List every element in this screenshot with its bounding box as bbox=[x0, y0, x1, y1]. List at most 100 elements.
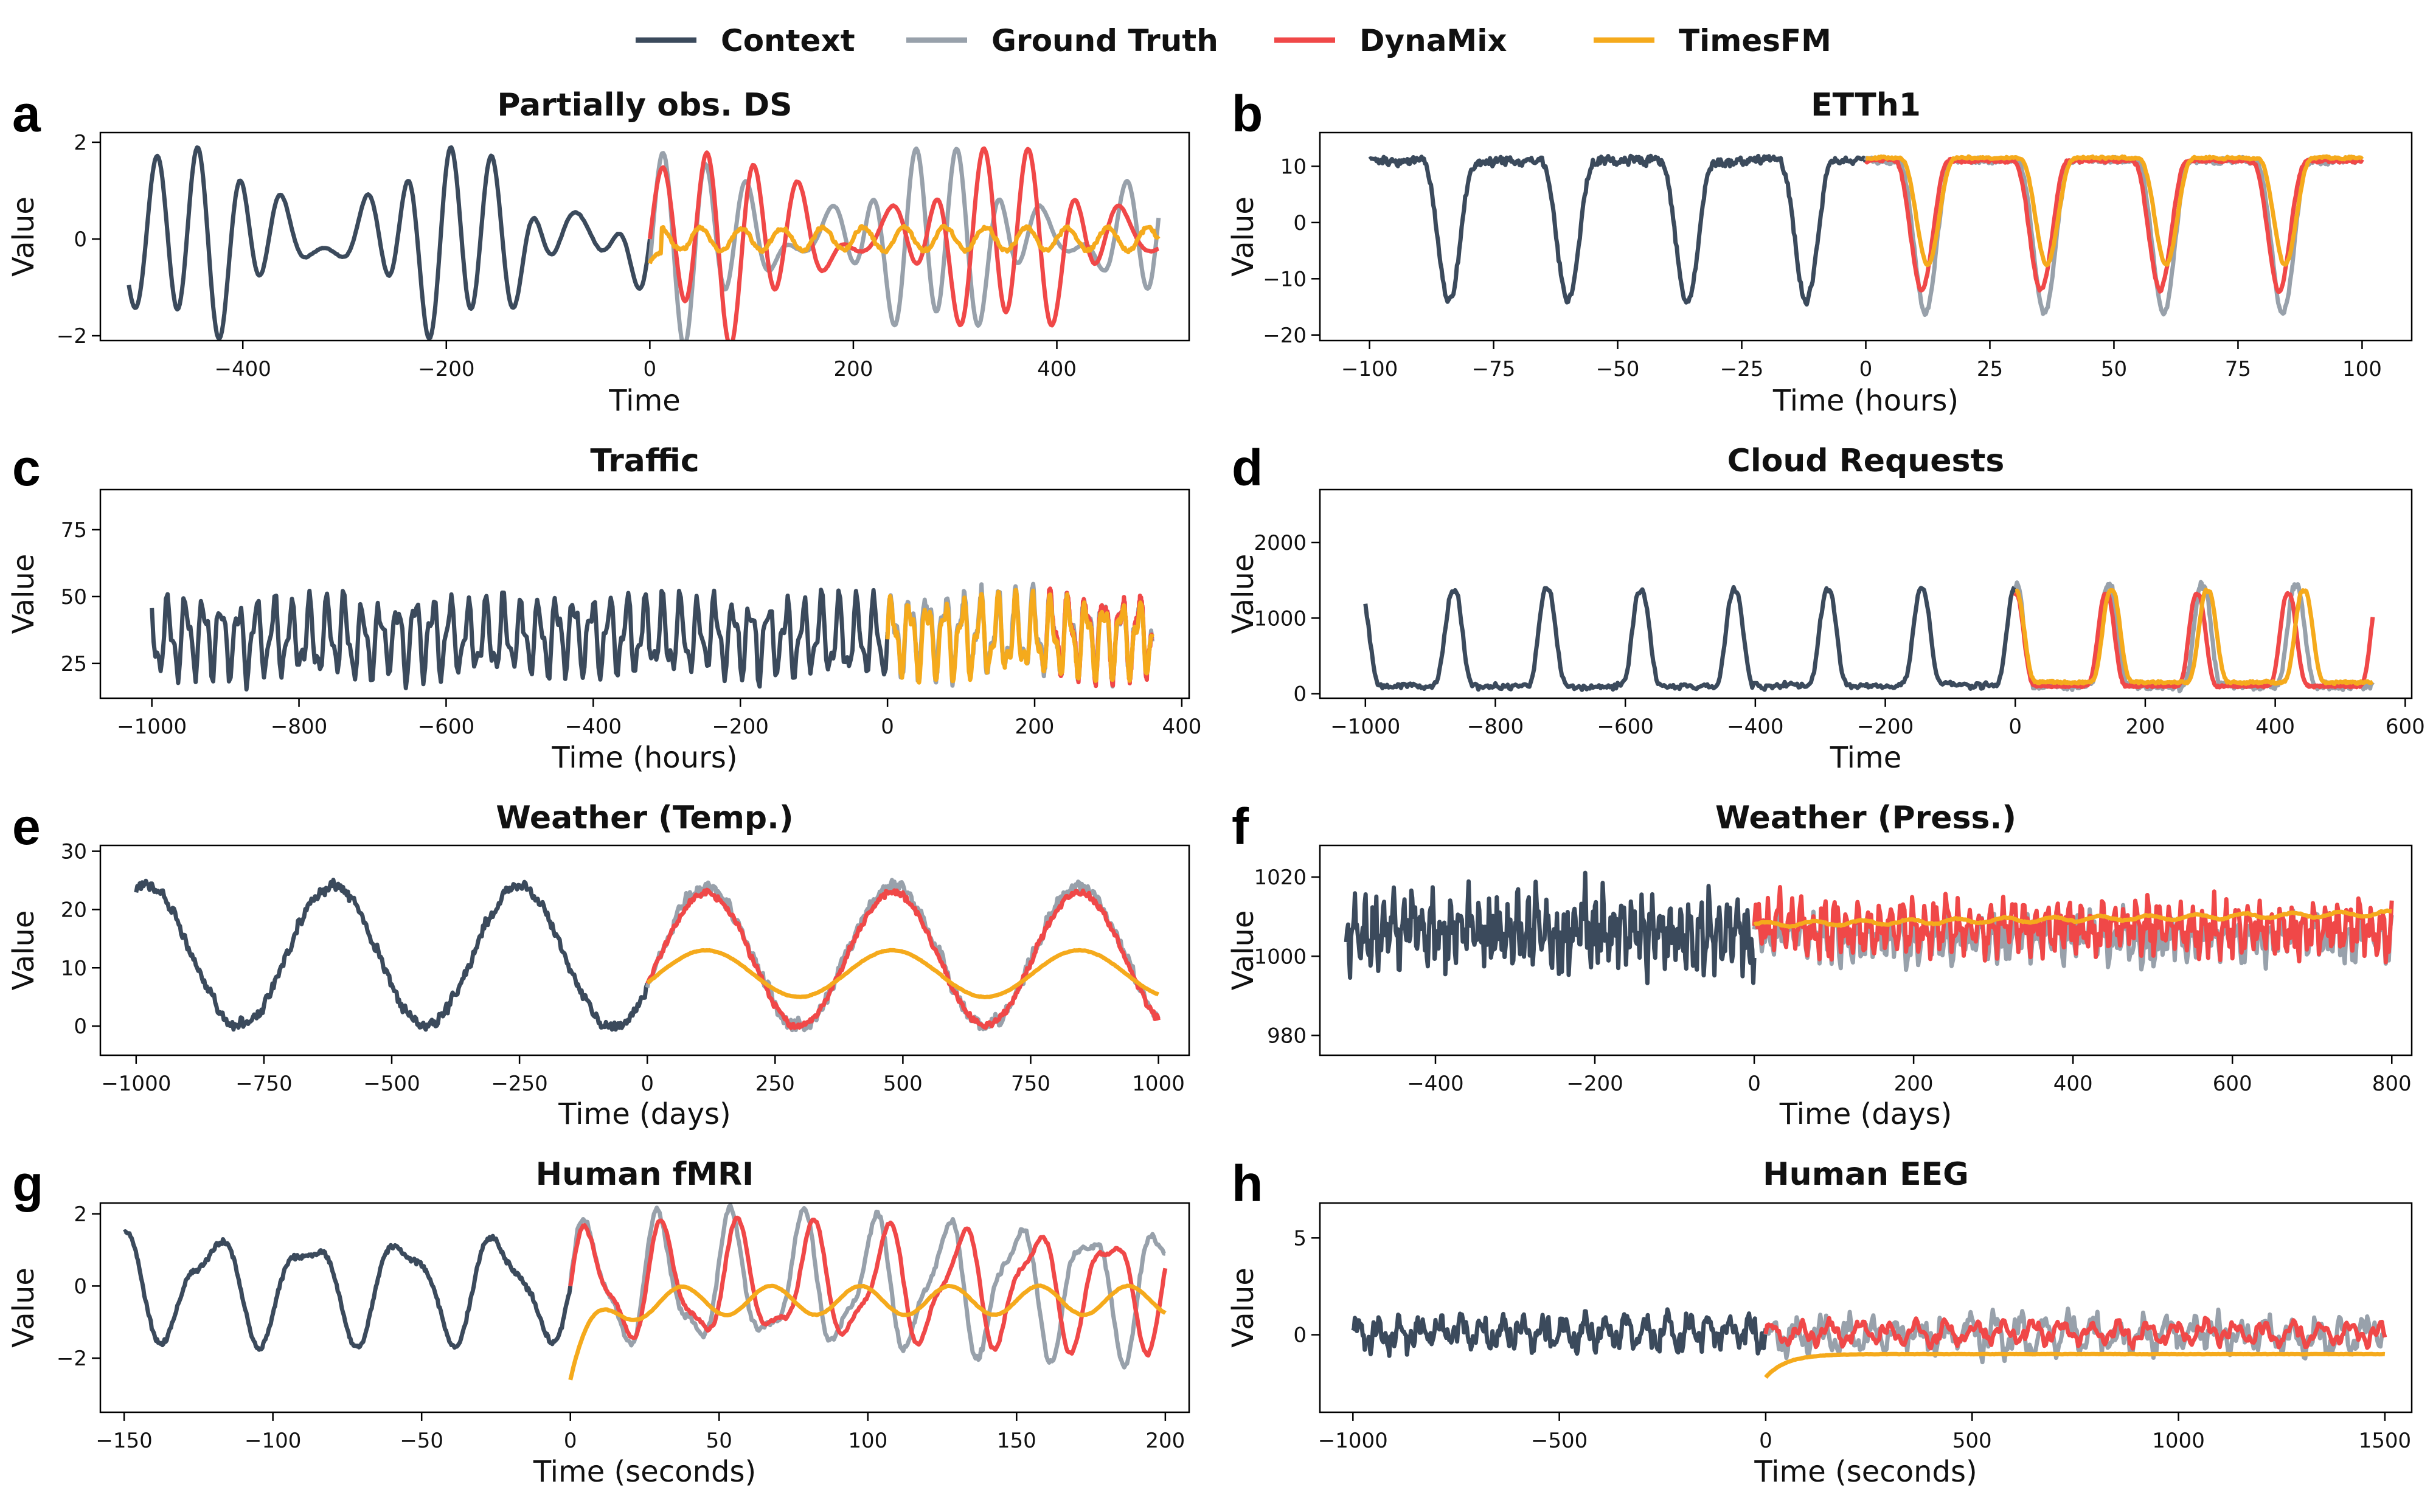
x-tick-label: −150 bbox=[95, 1429, 152, 1453]
y-axis-label: Value bbox=[1226, 554, 1260, 634]
y-axis-label: Value bbox=[7, 1268, 41, 1348]
x-tick-label: 1000 bbox=[2152, 1429, 2205, 1453]
panel-title: Human fMRI bbox=[536, 1156, 754, 1193]
y-axis-label: Value bbox=[1226, 910, 1260, 991]
y-tick-label: 0 bbox=[74, 1274, 87, 1299]
plot-frame bbox=[99, 844, 1190, 1056]
y-tick-label: 75 bbox=[61, 518, 87, 543]
x-tick-label: −400 bbox=[215, 357, 271, 381]
y-tick-label: 0 bbox=[74, 1014, 87, 1039]
x-tick-label: −1000 bbox=[1318, 1429, 1388, 1453]
series-group bbox=[1351, 1306, 2387, 1379]
series-line-context bbox=[1368, 153, 1868, 307]
panel-a: a Partially obs. DS −400 −200 0 200 400 −2 0 2 Tim… bbox=[7, 85, 1190, 418]
x-tick-label: 200 bbox=[833, 357, 873, 381]
series-line-ground-truth bbox=[568, 1203, 1166, 1370]
y-axis-label: Value bbox=[7, 196, 41, 277]
x-tick-label: −500 bbox=[1531, 1429, 1588, 1453]
series-line-timesfm bbox=[2014, 588, 2374, 686]
x-axis-label: Time (hours) bbox=[551, 741, 737, 775]
x-tick-label: −1000 bbox=[117, 715, 187, 739]
y-tick-label: 0 bbox=[1293, 682, 1307, 707]
x-tick-label: −200 bbox=[1857, 715, 1914, 739]
y-tick-label: −2 bbox=[57, 324, 87, 349]
legend-label: TimesFM bbox=[1679, 23, 1831, 58]
x-tick-label: −400 bbox=[565, 715, 622, 739]
x-tick-label: 0 bbox=[644, 357, 657, 381]
x-tick-label: −100 bbox=[245, 1429, 301, 1453]
x-tick-label: −800 bbox=[1467, 715, 1524, 739]
y-tick-label: 980 bbox=[1267, 1024, 1307, 1048]
x-tick-label: 0 bbox=[640, 1072, 654, 1096]
series-line-context bbox=[1363, 584, 2018, 692]
legend-label: Ground Truth bbox=[991, 23, 1218, 58]
y-tick-label: 30 bbox=[61, 840, 87, 864]
x-tick-label: −100 bbox=[1341, 357, 1398, 381]
x-tick-label: 0 bbox=[1859, 357, 1873, 381]
x-tick-label: 100 bbox=[2342, 357, 2382, 381]
series-line-timesfm bbox=[885, 588, 1154, 685]
x-tick-label: −250 bbox=[491, 1072, 547, 1096]
panel-letter: a bbox=[12, 85, 41, 142]
plot-frame bbox=[99, 1202, 1190, 1413]
plot-frame bbox=[99, 488, 1190, 699]
y-tick-label: −2 bbox=[57, 1347, 87, 1371]
y-tick-label: 0 bbox=[1293, 211, 1307, 235]
x-tick-label: 200 bbox=[1145, 1429, 1185, 1453]
plot-frame bbox=[1319, 1202, 2413, 1413]
series-group bbox=[150, 581, 1154, 692]
panel-d: d Cloud Requests −1000 −800 −600 −400 −200 0 200… bbox=[1226, 439, 2425, 775]
panel-e: e Weather (Temp.) −1000 −750 −500 −250 0 250 500… bbox=[7, 798, 1190, 1131]
x-tick-label: 100 bbox=[848, 1429, 887, 1453]
series-line-dynamix bbox=[1864, 156, 2364, 294]
panels: a Partially obs. DS−400 −200 0 200 400−202Tim… bbox=[7, 85, 2425, 1489]
series-group bbox=[127, 145, 1161, 341]
x-tick-label: −500 bbox=[363, 1072, 420, 1096]
series-line-context bbox=[134, 878, 650, 1032]
x-axis-label: Time (hours) bbox=[1772, 384, 1959, 418]
series-line-dynamix bbox=[645, 887, 1161, 1030]
legend-item-context: Context bbox=[636, 23, 855, 58]
panel-letter: b bbox=[1232, 85, 1263, 142]
x-tick-label: −400 bbox=[1727, 715, 1783, 739]
y-tick-label: 0 bbox=[1293, 1323, 1307, 1348]
x-axis-label: Time (seconds) bbox=[533, 1455, 756, 1489]
x-tick-label: 1000 bbox=[1132, 1072, 1185, 1096]
series-group bbox=[123, 1203, 1168, 1381]
y-tick-label: 10 bbox=[61, 956, 87, 980]
series-line-timesfm bbox=[1864, 154, 2364, 268]
x-tick-label: 750 bbox=[1011, 1072, 1050, 1096]
x-axis-label: Time (days) bbox=[1779, 1097, 1952, 1131]
x-tick-label: −600 bbox=[418, 715, 474, 739]
legend-item-ground-truth: Ground Truth bbox=[906, 23, 1218, 58]
x-tick-label: 200 bbox=[1015, 715, 1055, 739]
x-axis-label: Time bbox=[1830, 741, 1901, 775]
y-tick-label: 25 bbox=[61, 652, 87, 676]
series-group bbox=[1363, 580, 2375, 693]
panel-h: h Human EEG −1000 −500 0 500 1000 1500 0 5 Time (s… bbox=[1226, 1155, 2413, 1489]
x-tick-label: 600 bbox=[2213, 1072, 2252, 1096]
x-tick-label: 75 bbox=[2225, 357, 2251, 381]
series-line-ground-truth bbox=[647, 146, 1161, 341]
panel-letter: c bbox=[12, 439, 41, 496]
y-tick-label: 10 bbox=[1280, 154, 1307, 179]
x-tick-label: 200 bbox=[1894, 1072, 1934, 1096]
x-tick-label: 500 bbox=[1952, 1429, 1992, 1453]
y-tick-label: 2 bbox=[74, 131, 87, 155]
x-tick-label: 0 bbox=[2008, 715, 2022, 739]
panel-letter: f bbox=[1232, 798, 1249, 855]
x-tick-label: −200 bbox=[1566, 1072, 1623, 1096]
y-tick-label: 2000 bbox=[1254, 531, 1307, 555]
x-tick-label: 400 bbox=[2053, 1072, 2093, 1096]
panel-letter: h bbox=[1232, 1155, 1263, 1212]
series-line-context bbox=[127, 145, 652, 341]
y-axis-label: Value bbox=[7, 554, 41, 634]
x-tick-label: 200 bbox=[2125, 715, 2165, 739]
x-tick-label: 500 bbox=[883, 1072, 923, 1096]
legend-item-dynamix: DynaMix bbox=[1274, 23, 1507, 58]
panel-c: c Traffic −1000 −800 −600 −400 −200 0 200 400 25 50… bbox=[7, 439, 1201, 775]
series-line-dynamix bbox=[1763, 1316, 2387, 1351]
x-tick-label: 0 bbox=[1748, 1072, 1761, 1096]
y-tick-label: −20 bbox=[1263, 324, 1307, 348]
